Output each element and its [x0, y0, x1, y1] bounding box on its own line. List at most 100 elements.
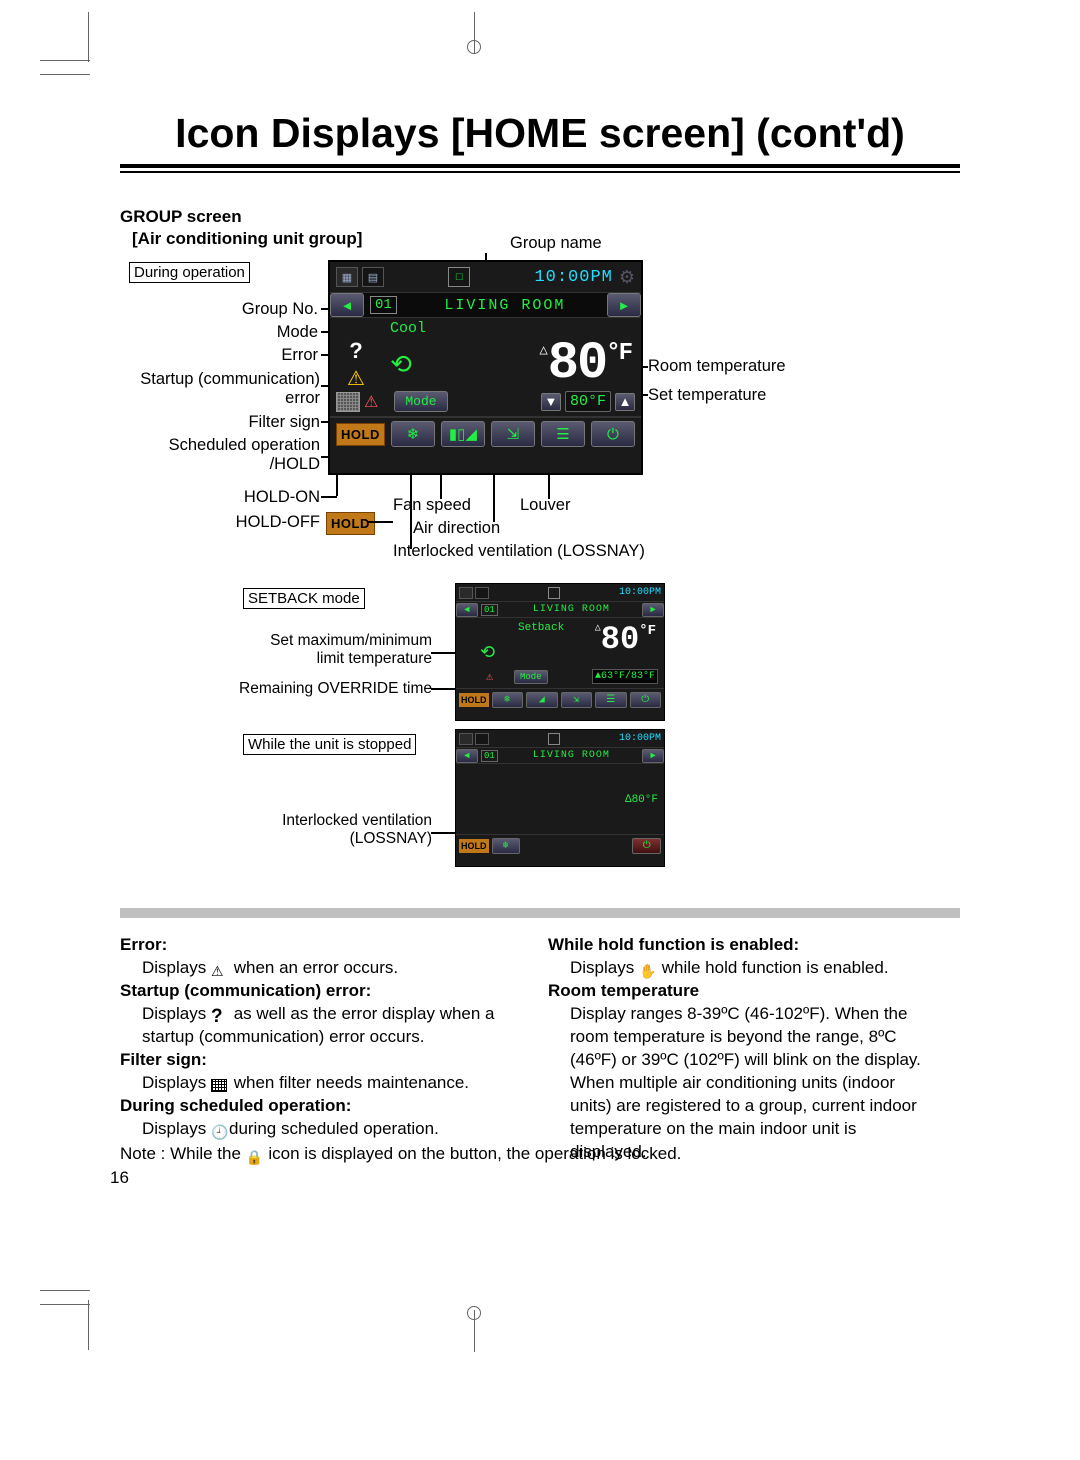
setback-mode-button[interactable]: Mode [514, 670, 548, 684]
mode-button[interactable]: Mode [394, 391, 447, 412]
stopped-room-temp: ∆80°F [625, 794, 658, 806]
temp-up-button[interactable]: ▲ [615, 393, 635, 411]
displays-word: Displays [142, 1004, 206, 1023]
louver-button[interactable]: ☰ [541, 421, 585, 447]
startup-heading: Startup (communication) error: [120, 980, 532, 1003]
stopped-prev-button[interactable]: ◄ [456, 749, 478, 763]
layout-icon: ▦ [336, 267, 358, 287]
hold-badge[interactable]: HOLD [336, 423, 385, 446]
stopped-time: 10:00PM [619, 733, 661, 744]
during-operation-label: During operation [129, 262, 250, 283]
roomtemp-text1: Display ranges 8-39ºC (46-102ºF). When t… [548, 1003, 960, 1026]
hold-off-label: HOLD-OFF [224, 513, 320, 532]
crop-mark [88, 1300, 89, 1350]
displays-word: Displays [142, 1119, 206, 1138]
startup-text2: startup (communication) error occurs. [142, 1027, 424, 1046]
question-icon: ? [349, 338, 362, 364]
setback-btn-3[interactable]: ⇲ [561, 692, 593, 708]
cycle-icon: ⟲ [384, 347, 418, 381]
prev-button[interactable]: ◄ [330, 293, 364, 317]
lossnay-button[interactable]: ❄ [391, 421, 435, 447]
scheduled-text: during scheduled operation. [229, 1119, 439, 1138]
lossnay2-line1: Interlocked ventilation [282, 812, 432, 829]
air-direction-label: Air direction [413, 519, 500, 538]
setback-mode-text: Setback [518, 622, 564, 634]
louver-label: Louver [520, 496, 570, 515]
crop-mark [467, 1306, 481, 1320]
set-limit-line2: limit temperature [317, 650, 432, 667]
startup-text1: as well as the error display when a [234, 1004, 495, 1023]
crop-mark [467, 40, 481, 54]
setback-next-button[interactable]: ► [642, 603, 664, 617]
callout-line [368, 521, 393, 523]
group-name-label: Group name [510, 234, 602, 253]
setback-hold-badge[interactable]: HOLD [459, 693, 489, 707]
setback-btn-1[interactable]: ❄ [492, 692, 524, 708]
setback-prev-button[interactable]: ◄ [456, 603, 478, 617]
unit-stopped-label: While the unit is stopped [243, 734, 416, 755]
scheduled-op-line2: /HOLD [270, 455, 320, 473]
device-topbar: ▦ ▤ □ 10:00PM ⚙ [330, 262, 641, 292]
device-name-bar: ◄ 01 LIVING ROOM ► [330, 292, 641, 318]
hold-off-badge: HOLD [326, 512, 375, 535]
setback-mode-label: SETBACK mode [243, 588, 365, 609]
setback-power-button[interactable]: ⏻ [630, 692, 662, 708]
setback-btn-2[interactable]: ◢ [526, 692, 558, 708]
setback-btn-4[interactable]: ☰ [595, 692, 627, 708]
error-label: Error [274, 346, 318, 365]
hold-heading: While hold function is enabled: [548, 934, 960, 957]
stopped-next-button[interactable]: ► [642, 749, 664, 763]
lossnay-label: Interlocked ventilation (LOSSNAY) [393, 542, 645, 561]
temp-down-button[interactable]: ▼ [541, 393, 561, 411]
warning-icon: ⚠ [347, 366, 365, 391]
stopped-hold-badge[interactable]: HOLD [459, 839, 489, 853]
scheduled-op-label: Scheduled operation /HOLD [150, 436, 320, 474]
description-col-right: While hold function is enabled: Displays… [548, 934, 960, 1163]
room-temp-unit: °F [606, 340, 631, 367]
window-icon: □ [448, 267, 470, 287]
clock-icon: 🕘 [211, 1123, 229, 1141]
hold-on-label: HOLD-ON [230, 488, 320, 507]
page-title: Icon Displays [HOME screen] (cont'd) [120, 110, 960, 163]
roomtemp-text6: temperature on the main indoor unit is [548, 1118, 960, 1141]
setback-warn-icon: ⚠ [486, 669, 493, 684]
next-button[interactable]: ► [607, 293, 641, 317]
roomtemp-text3: (46ºF) or 39ºC (102ºF) will blink on the… [548, 1049, 960, 1072]
power-button[interactable]: ⏻ [591, 421, 635, 447]
air-direction-button[interactable]: ⇲ [491, 421, 535, 447]
device-main-area: Cool ? ⚠ ⟲ △80°F ⚠ Mode ▼ 80°F [330, 318, 641, 416]
setback-room-temp: △80°F [595, 624, 656, 656]
crop-mark [88, 12, 89, 62]
device-main-screen: ▦ ▤ □ 10:00PM ⚙ ◄ 01 LIVING ROOM ► Cool … [328, 260, 643, 475]
fan-speed-button[interactable]: ▮▯◢ [441, 421, 485, 447]
set-limit-line1: Set maximum/minimum [270, 632, 432, 649]
crop-mark [40, 74, 90, 75]
lossnay2-label: Interlocked ventilation (LOSSNAY) [272, 812, 432, 848]
callout-line [548, 474, 550, 499]
crop-mark [40, 1304, 90, 1305]
callout-line [410, 474, 412, 549]
roomtemp-text4: When multiple air conditioning units (in… [548, 1072, 960, 1095]
room-temp-value: 80 [548, 334, 606, 393]
set-limit-label: Set maximum/minimum limit temperature [260, 632, 432, 668]
stopped-power-button[interactable]: ⏻ [632, 838, 661, 854]
filter-text: when filter needs maintenance. [234, 1073, 469, 1092]
error-heading: Error: [120, 934, 532, 957]
scheduled-heading: During scheduled operation: [120, 1095, 532, 1118]
lock-note: Note : While the 🔒 icon is displayed on … [120, 1144, 681, 1167]
room-temperature: △80°F [418, 338, 641, 390]
roomtemp-text2: room temperature is beyond the range, 8º… [548, 1026, 960, 1049]
settings-icon: ⚙ [619, 267, 635, 288]
description-columns: Error: Displays ⚠ when an error occurs. … [120, 934, 960, 1163]
crop-mark [40, 1290, 90, 1291]
filter-heading: Filter sign: [120, 1049, 532, 1072]
set-temperature: 80°F [565, 391, 611, 412]
stopped-group-no: 01 [481, 750, 498, 762]
set-temp-value: 80°F [570, 393, 606, 410]
mode-label: Mode [270, 323, 318, 342]
stopped-btn-1[interactable]: ❄ [492, 838, 521, 854]
stopped-group-name: LIVING ROOM [501, 750, 642, 761]
scheduled-op-line1: Scheduled operation [169, 436, 320, 454]
device-setback-screen: 10:00PM ◄ 01 LIVING ROOM ► Setback ⟲ △80… [455, 583, 665, 721]
hold-icon: ✋ [639, 962, 657, 980]
